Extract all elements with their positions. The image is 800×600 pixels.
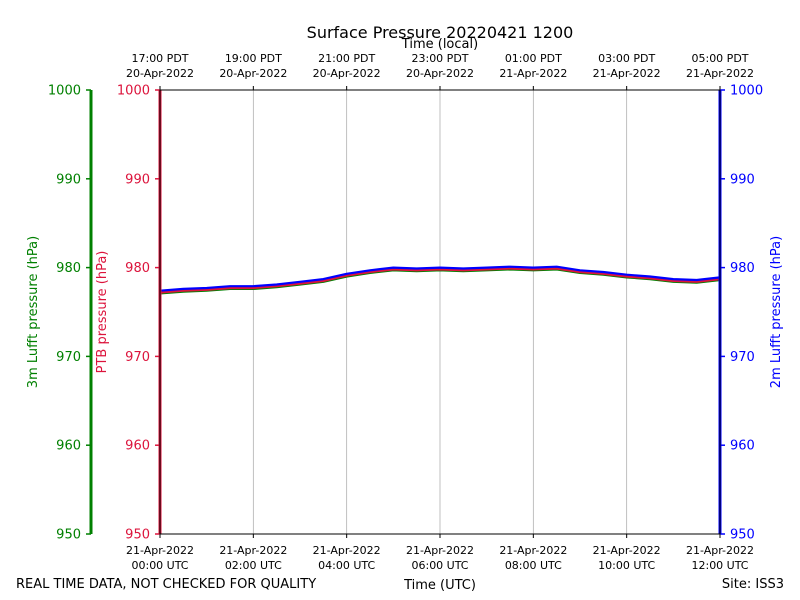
bottom-tick-date: 21-Apr-2022 bbox=[219, 544, 287, 557]
right-tick-label: 980 bbox=[730, 261, 755, 276]
footer-quality-note: REAL TIME DATA, NOT CHECKED FOR QUALITY bbox=[16, 577, 316, 592]
far-left-tick-label: 960 bbox=[56, 439, 81, 454]
right-tick-label: 1000 bbox=[730, 84, 763, 99]
bottom-tick-time: 06:00 UTC bbox=[411, 559, 468, 572]
bottom-tick-time: 00:00 UTC bbox=[131, 559, 188, 572]
bottom-tick-time: 08:00 UTC bbox=[505, 559, 562, 572]
top-tick-date: 20-Apr-2022 bbox=[313, 67, 381, 80]
chart-title: Surface Pressure 20220421 1200 bbox=[307, 23, 574, 42]
far-left-tick-label: 990 bbox=[56, 172, 81, 187]
top-tick-date: 20-Apr-2022 bbox=[126, 67, 194, 80]
right-tick-label: 970 bbox=[730, 350, 755, 365]
top-tick-time: 03:00 PDT bbox=[598, 52, 655, 65]
top-tick-date: 21-Apr-2022 bbox=[593, 67, 661, 80]
left-tick-label: 1000 bbox=[117, 84, 150, 99]
series-line-left bbox=[159, 267, 721, 294]
right-tick-label: 990 bbox=[730, 172, 755, 187]
bottom-tick-time: 12:00 UTC bbox=[691, 559, 748, 572]
series-lines bbox=[159, 265, 721, 295]
top-tick-date: 21-Apr-2022 bbox=[499, 67, 567, 80]
left-tick-label: 960 bbox=[125, 439, 150, 454]
left-tick-label: 970 bbox=[125, 350, 150, 365]
bottom-tick-date: 21-Apr-2022 bbox=[593, 544, 661, 557]
plot-frame bbox=[159, 89, 721, 535]
bottom-tick-time: 04:00 UTC bbox=[318, 559, 375, 572]
top-tick-time: 19:00 PDT bbox=[225, 52, 282, 65]
bottom-tick-date: 21-Apr-2022 bbox=[499, 544, 567, 557]
top-tick-time: 17:00 PDT bbox=[131, 52, 188, 65]
bottom-tick-date: 21-Apr-2022 bbox=[406, 544, 474, 557]
left-tick-label: 980 bbox=[125, 261, 150, 276]
x-axis-label: Time (UTC) bbox=[403, 578, 476, 593]
far-left-tick-label: 1000 bbox=[48, 84, 81, 99]
far-left-tick-label: 950 bbox=[56, 528, 81, 543]
left-tick-label: 990 bbox=[125, 172, 150, 187]
grid-lines bbox=[252, 90, 628, 534]
right-tick-label: 950 bbox=[730, 528, 755, 543]
bottom-tick-time: 10:00 UTC bbox=[598, 559, 655, 572]
far-left-tick-label: 970 bbox=[56, 350, 81, 365]
left-tick-label: 950 bbox=[125, 528, 150, 543]
axes: 21-Apr-2022 00:00 UTC 21-Apr-2022 02:00 UTC… bbox=[48, 52, 763, 572]
top-tick-time: 05:00 PDT bbox=[691, 52, 748, 65]
bottom-tick-date: 21-Apr-2022 bbox=[686, 544, 754, 557]
left-axis-label: PTB pressure (hPa) bbox=[95, 251, 110, 374]
right-axis-label: 2m Lufft pressure (hPa) bbox=[769, 236, 784, 388]
bottom-tick-date: 21-Apr-2022 bbox=[313, 544, 381, 557]
far-left-tick-label: 980 bbox=[56, 261, 81, 276]
bottom-tick-date: 21-Apr-2022 bbox=[126, 544, 194, 557]
top-tick-time: 21:00 PDT bbox=[318, 52, 375, 65]
far-left-axis-label: 3m Lufft pressure (hPa) bbox=[26, 236, 41, 388]
top-tick-time: 01:00 PDT bbox=[505, 52, 562, 65]
top-tick-time: 23:00 PDT bbox=[411, 52, 468, 65]
top-tick-date: 20-Apr-2022 bbox=[219, 67, 287, 80]
top-tick-date: 21-Apr-2022 bbox=[686, 67, 754, 80]
bottom-tick-time: 02:00 UTC bbox=[225, 559, 282, 572]
right-tick-label: 960 bbox=[730, 439, 755, 454]
footer-site: Site: ISS3 bbox=[722, 577, 784, 592]
top-tick-date: 20-Apr-2022 bbox=[406, 67, 474, 80]
series-line-right bbox=[159, 265, 721, 292]
top-axis-label: Time (local) bbox=[401, 37, 478, 52]
